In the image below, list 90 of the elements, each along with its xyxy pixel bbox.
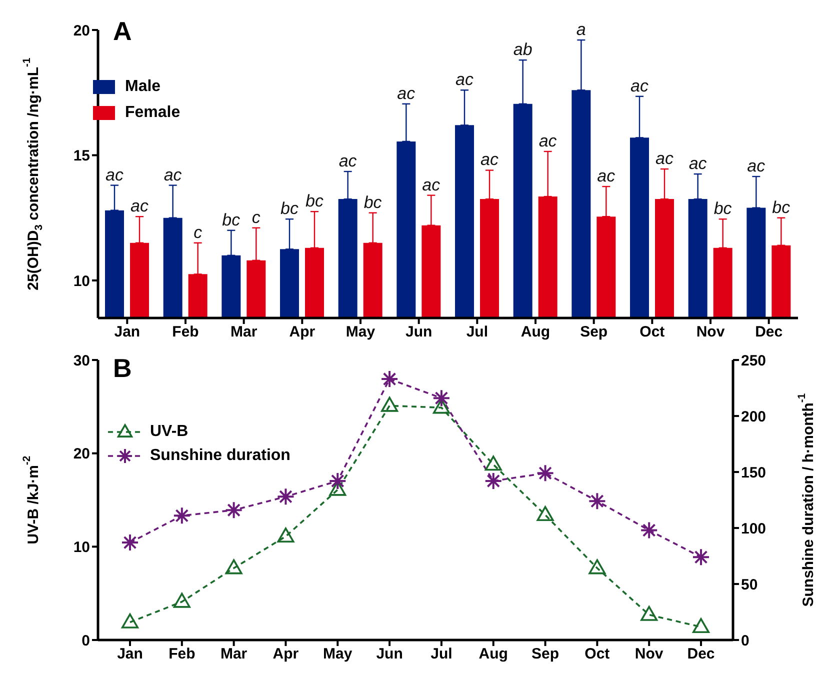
x-tick-label: Jan: [114, 324, 140, 341]
point: [277, 528, 294, 542]
data-label: a: [576, 20, 586, 40]
point: [225, 559, 242, 574]
data-label: ac: [338, 151, 358, 170]
x-tick-label: Aug: [520, 324, 550, 341]
point: [692, 548, 710, 566]
y-tick-label: 0: [82, 632, 90, 650]
data-label: ac: [538, 131, 558, 150]
x-tick-label: Oct: [640, 324, 665, 341]
y2-tick-label: 50: [741, 576, 758, 594]
data-label: bc: [306, 192, 324, 211]
point: [122, 613, 138, 628]
point: [536, 506, 554, 522]
data-label: ac: [747, 156, 766, 176]
x-tick-label: Apr: [289, 324, 316, 341]
x-tick-label: Nov: [634, 646, 664, 663]
x-tick-label: Mar: [220, 646, 248, 663]
legend-label: Male: [125, 78, 161, 96]
x-tick-label: Jul: [466, 324, 488, 341]
x-tick-label: Jun: [376, 646, 403, 663]
point: [588, 492, 606, 510]
point: [432, 389, 450, 408]
data-label: ac: [164, 165, 182, 184]
data-label: ac: [597, 166, 616, 186]
point: [484, 472, 502, 490]
point: [380, 370, 399, 388]
point: [432, 398, 450, 414]
x-tick-label: Oct: [584, 646, 610, 663]
point: [381, 396, 398, 412]
data-label: c: [194, 222, 203, 242]
point: [173, 592, 190, 608]
data-label: bc: [222, 210, 241, 230]
point: [588, 559, 606, 574]
x-tick-label: Mar: [230, 324, 258, 341]
point: [692, 618, 710, 634]
chart-title: A: [113, 16, 132, 47]
point: [640, 606, 658, 621]
x-tick-label: Dec: [755, 324, 783, 341]
x-tick-label: Nov: [696, 324, 726, 341]
y-tick-label: 15: [73, 148, 90, 165]
data-label: ac: [130, 196, 149, 216]
point: [121, 534, 139, 552]
y2-tick-label: 150: [741, 464, 766, 482]
y2-tick-label: 0: [741, 632, 750, 650]
legend-label: Female: [125, 104, 180, 122]
point: [640, 521, 658, 540]
x-tick-label: Jul: [430, 646, 452, 663]
point: [536, 464, 554, 482]
chart-title: B: [113, 353, 132, 384]
point: [328, 472, 347, 490]
legend-label: UV-B: [150, 423, 188, 441]
x-tick-label: Feb: [172, 324, 199, 341]
y-tick-label: 10: [73, 538, 90, 556]
x-tick-label: Dec: [687, 646, 715, 663]
data-label: ac: [656, 148, 674, 168]
point: [224, 501, 243, 520]
x-tick-label: Sep: [580, 324, 608, 341]
x-tick-label: Apr: [272, 646, 299, 663]
y2-tick-label: 100: [741, 520, 766, 538]
data-label: ab: [513, 40, 532, 60]
data-label: ac: [422, 175, 441, 194]
point: [172, 506, 191, 525]
data-label: c: [252, 208, 261, 227]
data-label: bc: [280, 199, 299, 218]
y2-tick-label: 250: [741, 352, 766, 370]
data-label: ac: [688, 154, 708, 173]
y-tick-label: 30: [73, 352, 90, 370]
point: [484, 456, 502, 471]
y-tick-label: 20: [73, 22, 90, 40]
data-label: ac: [397, 84, 416, 103]
x-tick-label: Jun: [405, 324, 432, 341]
point: [276, 488, 295, 506]
y-tick-label: 20: [73, 446, 90, 463]
legend-label: Sunshine duration: [150, 447, 290, 465]
x-tick-label: Aug: [478, 646, 508, 663]
y2-tick-label: 200: [741, 408, 766, 426]
x-tick-label: Feb: [168, 646, 196, 663]
x-tick-label: May: [323, 646, 353, 663]
data-label: ac: [106, 165, 124, 184]
x-tick-label: Jan: [117, 646, 143, 663]
data-label: ac: [456, 70, 474, 90]
data-label: ac: [480, 150, 499, 170]
y-tick-label: 10: [73, 272, 90, 290]
data-label: bc: [772, 198, 791, 217]
data-label: bc: [714, 199, 732, 218]
data-label: bc: [364, 192, 382, 212]
x-tick-label: Sep: [532, 646, 560, 663]
data-label: ac: [630, 76, 649, 96]
x-tick-label: May: [346, 324, 376, 341]
